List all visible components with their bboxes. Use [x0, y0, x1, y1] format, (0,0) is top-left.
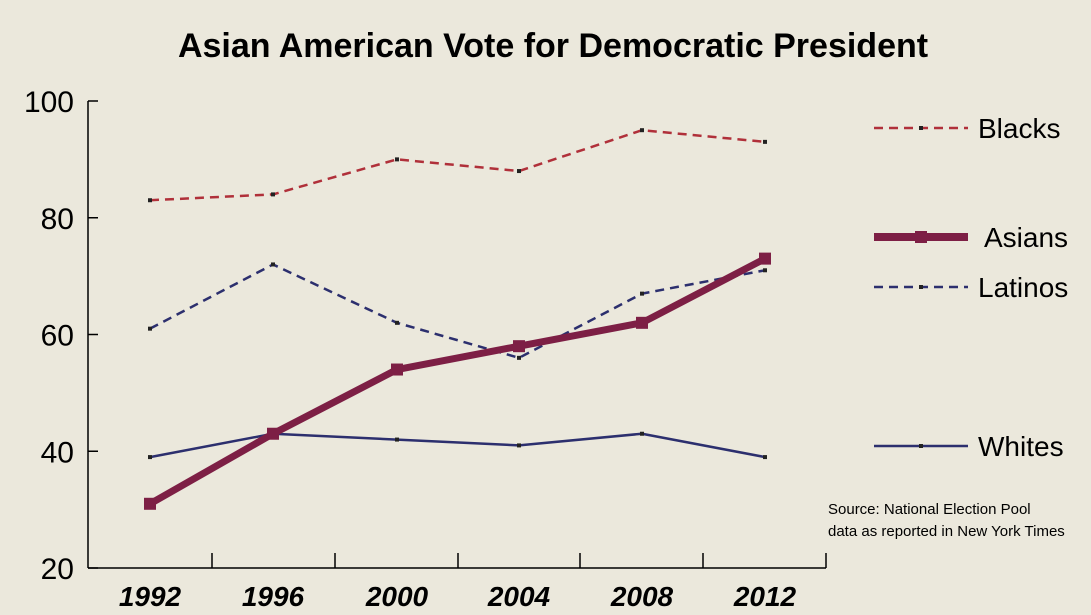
data-point-asians — [267, 427, 279, 440]
x-tick-label: 2008 — [610, 581, 674, 612]
chart-title: Asian American Vote for Democratic Presi… — [178, 27, 928, 65]
data-point-asians — [636, 316, 648, 329]
series-layer — [144, 128, 771, 510]
legend-label-whites: Whites — [978, 431, 1064, 462]
source-note-line-2: data as reported in New York Times — [828, 523, 1065, 540]
x-tick-label: 1992 — [119, 581, 182, 612]
data-point-whites — [148, 455, 152, 460]
legend-label-blacks: Blacks — [978, 113, 1060, 144]
legend-label-latinos: Latinos — [978, 272, 1068, 303]
data-point-blacks — [271, 192, 275, 197]
data-point-latinos — [517, 355, 521, 360]
data-point-blacks — [763, 139, 767, 144]
data-point-blacks — [148, 198, 152, 203]
y-tick-label: 100 — [24, 86, 74, 119]
legend: Blacks Asians Latinos Whites — [874, 113, 1068, 462]
data-point-latinos — [271, 262, 275, 267]
data-point-latinos — [395, 320, 399, 325]
data-point-whites — [517, 443, 521, 448]
data-point-latinos — [148, 326, 152, 331]
data-point-latinos — [763, 268, 767, 273]
y-tick-label: 40 — [41, 436, 74, 469]
series-line-whites — [149, 432, 766, 459]
data-point-whites — [640, 431, 644, 436]
x-tick-label: 1996 — [242, 581, 305, 612]
data-point-latinos — [640, 291, 644, 296]
data-point-asians — [391, 363, 403, 376]
legend-marker-blacks — [919, 126, 923, 130]
source-note-line-1: Source: National Election Pool — [828, 501, 1031, 518]
y-tick-label: 20 — [41, 553, 74, 586]
data-point-asians — [759, 252, 771, 265]
data-point-blacks — [395, 157, 399, 162]
data-point-asians — [513, 340, 525, 353]
y-tick-label: 60 — [41, 320, 74, 353]
x-tick-label: 2000 — [365, 581, 429, 612]
x-tick-label: 2004 — [487, 581, 551, 612]
legend-marker-latinos — [919, 285, 923, 289]
data-point-blacks — [517, 169, 521, 174]
data-point-whites — [763, 455, 767, 460]
legend-marker-whites — [919, 444, 923, 448]
data-point-whites — [395, 437, 399, 442]
plot-background — [20, 8, 1091, 615]
legend-marker-asians — [915, 231, 927, 243]
data-point-blacks — [640, 128, 644, 133]
series-line-latinos — [149, 263, 766, 360]
axes: 20 40 60 80 100 1992 1996 2000 2004 2008 2012 — [24, 86, 827, 612]
x-tick-label: 2012 — [733, 581, 797, 612]
data-point-asians — [144, 497, 156, 510]
y-tick-label: 80 — [41, 203, 74, 236]
series-line-asians — [148, 255, 767, 507]
legend-label-asians: Asians — [984, 222, 1068, 253]
